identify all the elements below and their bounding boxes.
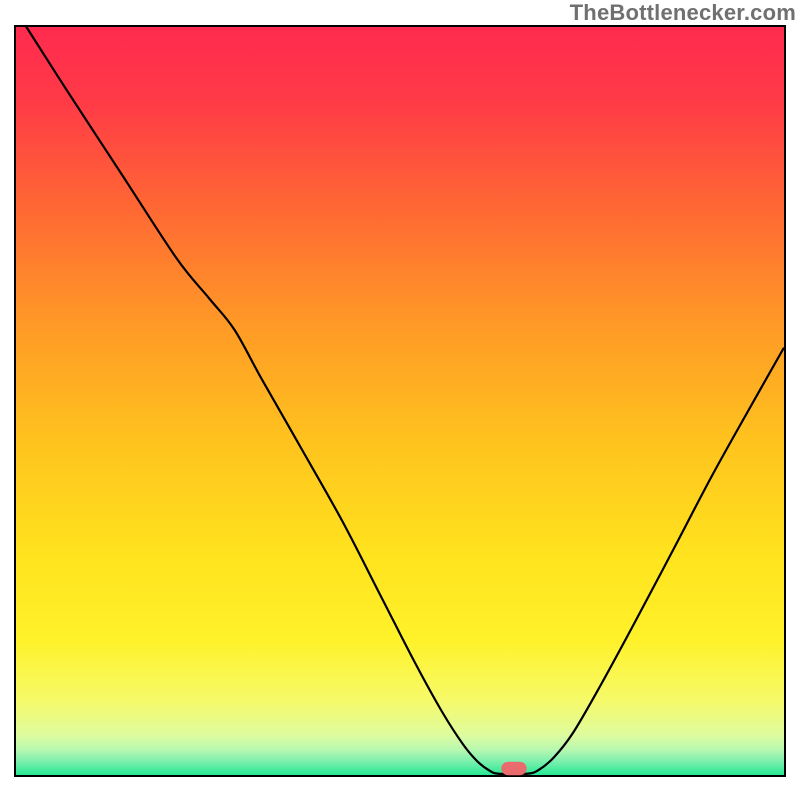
highlight-marker xyxy=(501,762,526,776)
watermark-text: TheBottlenecker.com xyxy=(570,0,796,26)
chart-canvas: TheBottlenecker.com xyxy=(0,0,800,800)
chart-svg xyxy=(0,0,800,800)
plot-background xyxy=(15,26,785,776)
